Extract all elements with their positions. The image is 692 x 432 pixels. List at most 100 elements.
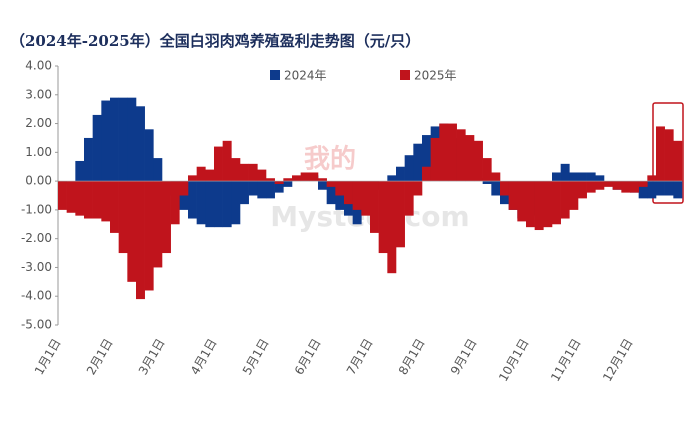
bar [526,181,535,228]
bar [560,163,570,182]
bar [92,181,102,219]
bar [370,181,379,233]
bar [222,181,232,228]
bar [396,166,405,182]
bar [413,143,423,182]
bar [110,97,119,182]
bar [92,114,102,182]
bar [222,140,232,182]
x-tick-label: 11月1日 [548,336,584,384]
bar [656,126,665,182]
legend-swatch [400,70,410,80]
bar [196,181,206,225]
bar [144,181,154,291]
bar [586,172,596,182]
bar [534,181,544,231]
x-tick-label: 1月1日 [32,336,64,377]
chart-title: （2024年-2025年）全国白羽肉鸡养殖盈利走势图（元/只） [10,32,420,50]
y-tick-label: -4.00 [21,289,52,303]
bar [196,166,206,182]
bar [491,181,501,196]
bar [118,97,128,182]
bar [569,181,579,210]
bar [136,106,145,182]
bar [378,181,388,254]
bar [638,181,648,199]
x-tick-label: 12月1日 [600,336,636,384]
bar [578,181,587,199]
bar [300,172,310,182]
bar [638,181,648,187]
x-tick-label: 2月1日 [84,336,116,377]
bar [188,181,197,219]
bar [664,181,674,196]
bar [127,181,137,282]
bar [430,137,440,182]
bar [274,181,284,193]
x-tick-label: 4月1日 [188,336,220,377]
bar [543,181,553,228]
bar [283,178,293,182]
bar [448,123,457,182]
bar [274,181,284,184]
bar [84,137,93,182]
y-tick-label: 1.00 [25,145,52,159]
bar [75,181,85,216]
bar [404,181,414,216]
bar [309,172,319,182]
bar [422,166,431,182]
bar [422,135,431,182]
bar [474,140,483,182]
bar [318,178,327,182]
bar [240,163,249,182]
bar [240,181,249,205]
legend-swatch [270,70,280,80]
x-tick-label: 6月1日 [292,336,324,377]
bar [664,129,674,182]
bar [578,172,587,182]
bar [205,169,215,182]
bar [517,181,527,222]
y-tick-label: -2.00 [21,231,52,245]
bar [248,181,258,196]
bar [58,181,67,210]
bar [66,181,76,213]
bar [621,181,631,193]
bar [266,178,275,182]
x-tick-label: 9月1日 [448,336,480,377]
bar [283,181,293,187]
bar [456,129,466,182]
bar [214,181,223,228]
bar [604,181,613,187]
bar [595,181,605,190]
bar [162,181,171,254]
bar [413,181,423,196]
bar [673,181,683,199]
bar [153,181,163,268]
bar [214,146,223,182]
y-tick-label: -3.00 [21,260,52,274]
bar [465,135,475,182]
bar [326,181,336,205]
legend-label: 2024年 [284,69,327,83]
bar [482,158,492,182]
bar [439,123,449,182]
bar [188,175,197,182]
legend-label: 2025年 [414,69,457,83]
bar [361,181,371,216]
bar [612,181,622,190]
x-tick-label: 3月1日 [136,336,168,377]
bar [326,181,336,187]
bar [508,181,518,210]
y-tick-label: -1.00 [21,202,52,216]
y-tick-label: -5.00 [21,318,52,332]
bar [179,181,189,196]
y-tick-label: 0.00 [25,174,52,188]
bar [257,169,267,182]
x-tick-label: 5月1日 [240,336,272,377]
bar [387,175,397,182]
y-tick-label: 3.00 [25,87,52,101]
bar [500,181,509,196]
bar [136,181,145,300]
bar [118,181,128,254]
